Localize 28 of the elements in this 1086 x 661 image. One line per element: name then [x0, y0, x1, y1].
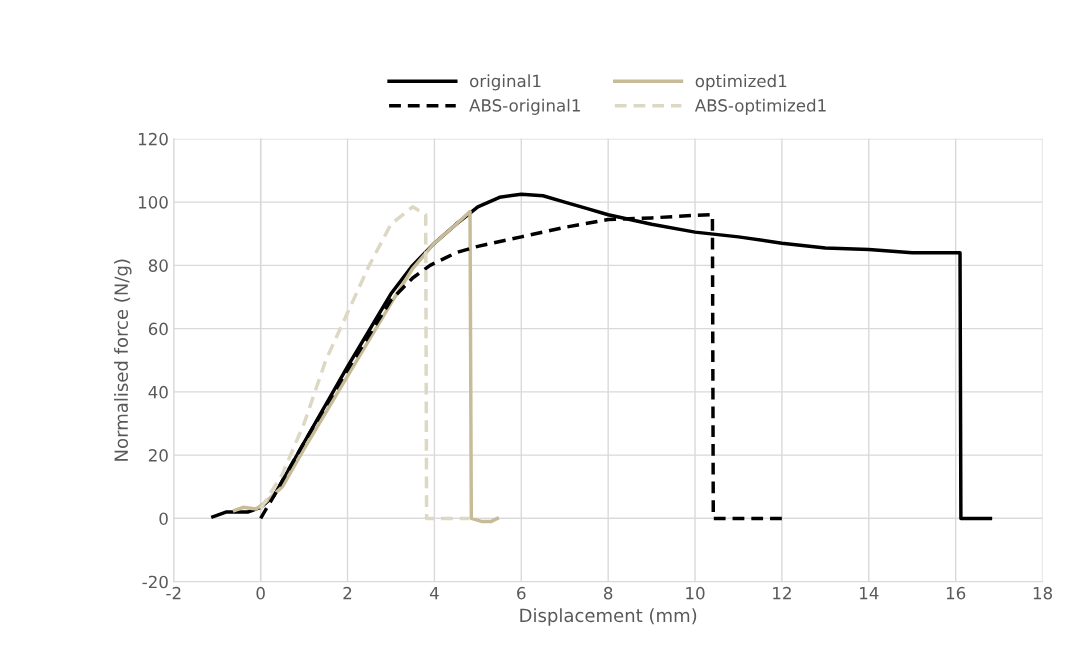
x-tick-label: 12	[773, 586, 791, 600]
y-tick-label: 40	[148, 385, 168, 399]
y-tick-label: 100	[138, 196, 168, 209]
x-tick-label: 6	[517, 586, 526, 600]
x-tick-label: 0	[256, 586, 265, 600]
y-tick-label: 60	[148, 322, 168, 336]
x-tick-label: 18	[1033, 586, 1053, 600]
x-tick-label: -2	[166, 586, 181, 600]
line-series	[258, 205, 471, 521]
y-tick-label: -20	[142, 575, 168, 589]
line-series	[232, 209, 500, 524]
x-axis-title: Displacement (mm)	[520, 608, 697, 626]
x-tick-label: 8	[603, 586, 613, 600]
y-tick-label: 120	[138, 132, 168, 146]
legend-label: optimized1	[695, 74, 787, 91]
y-tick-label: 0	[159, 512, 168, 525]
y-tick-label: 20	[148, 449, 168, 462]
legend-label: ABS-original1	[469, 98, 580, 115]
y-axis-title: Normalised force (N/g)	[114, 259, 132, 461]
y-tick-label: 80	[148, 259, 168, 272]
line-series	[211, 192, 993, 521]
x-tick-label: 14	[860, 587, 879, 600]
x-tick-label: 10	[686, 586, 705, 600]
x-tick-label: 4	[429, 587, 439, 600]
x-tick-label: 16	[946, 586, 966, 600]
x-tick-label: 2	[343, 586, 352, 600]
legend-label: ABS-optimized1	[694, 98, 826, 115]
legend-label: original1	[470, 74, 541, 91]
